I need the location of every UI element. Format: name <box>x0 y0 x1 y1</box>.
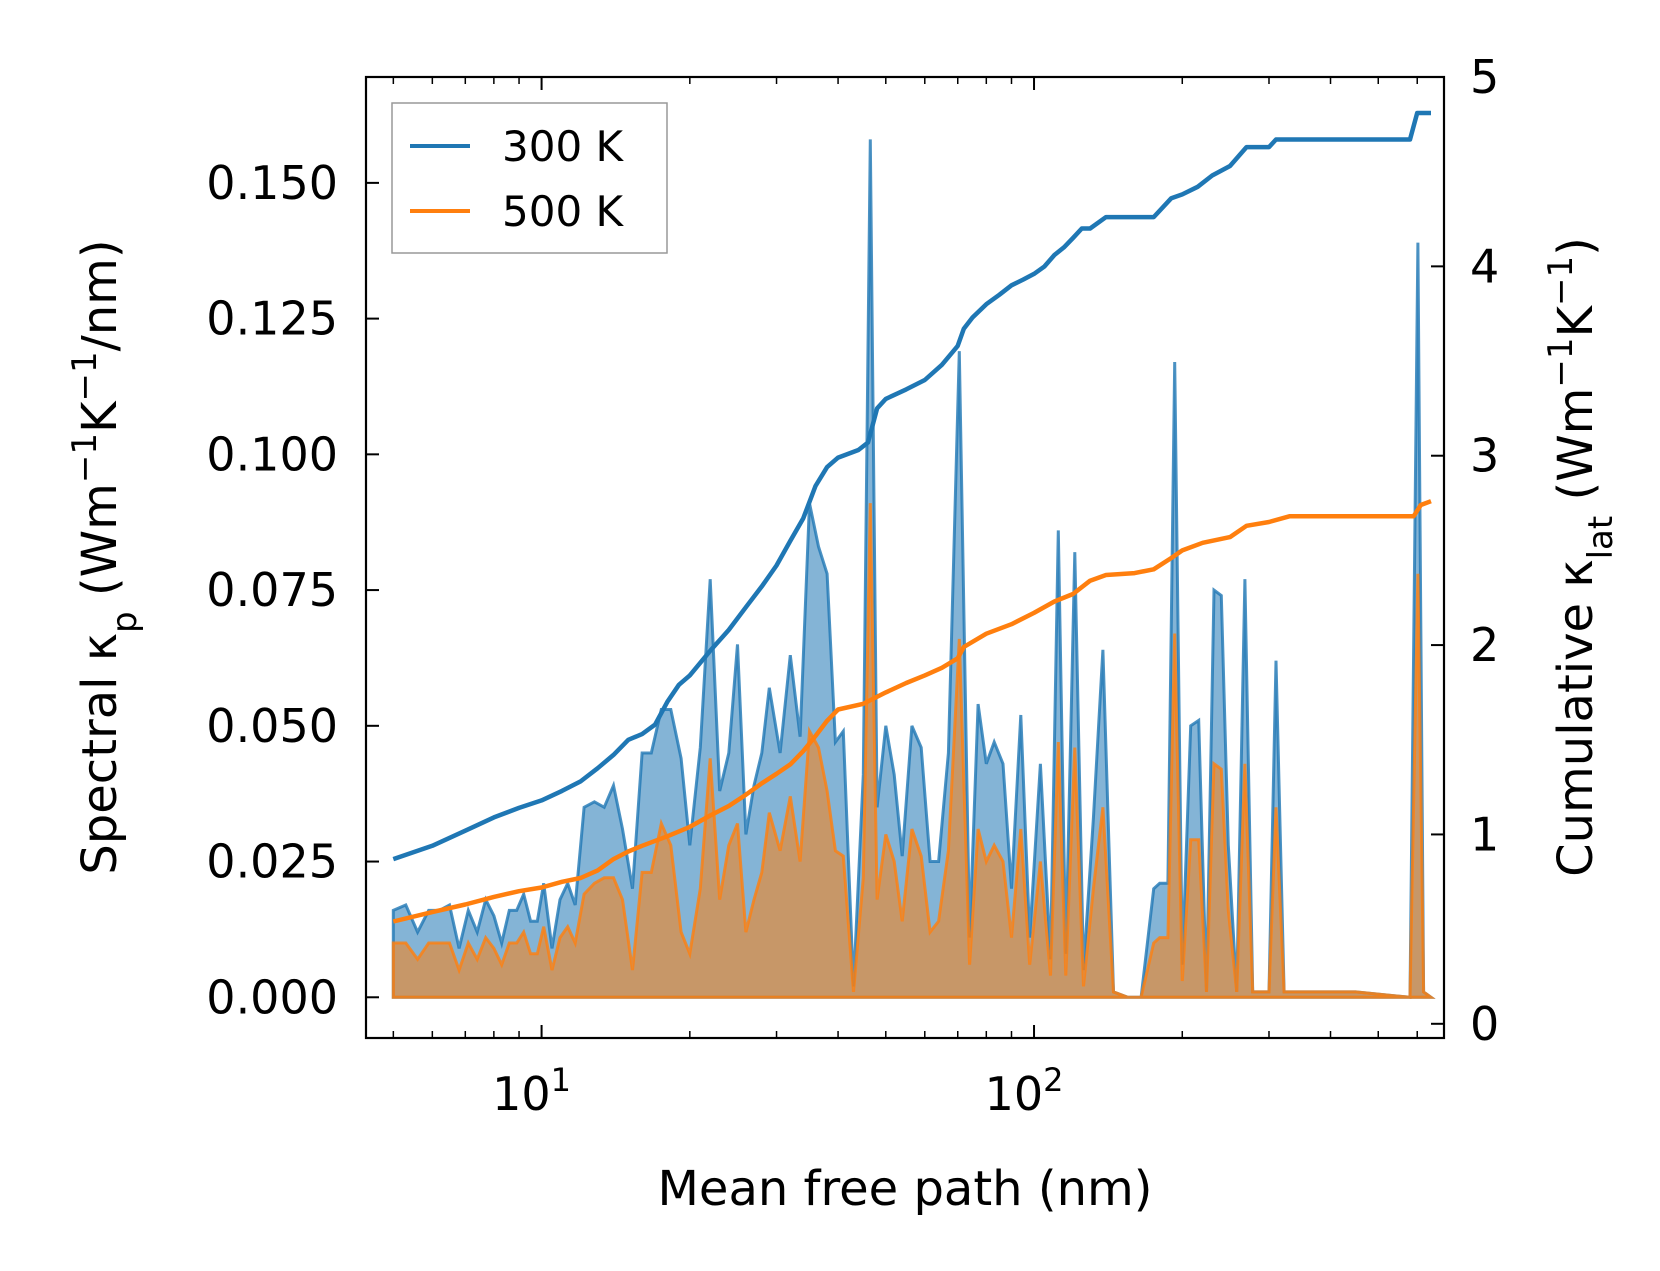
x-axis-label: Mean free path (nm) <box>658 1161 1153 1217</box>
y-axis-label-left: Spectral κp (Wm−1K−1/nm) <box>65 239 145 874</box>
spectral-series <box>391 139 1436 999</box>
plot-frame <box>364 75 1446 1040</box>
legend-label-300k: 300 K <box>502 122 625 171</box>
y-right-tick-label: 2 <box>1470 618 1499 672</box>
y-left-tick-label: 0.025 <box>206 835 338 889</box>
y-left-tick-label: 0.150 <box>206 156 338 210</box>
cumulative-line-500k <box>392 499 1432 924</box>
y-left-tick-label: 0.075 <box>206 563 338 617</box>
y-left-tick-label: 0.100 <box>206 427 338 481</box>
y-axis-label-right: Cumulative κlat (Wm−1K−1) <box>1541 237 1621 877</box>
x-tick-label: 101 <box>492 1061 571 1121</box>
y-right-tick-label: 1 <box>1470 807 1499 861</box>
y-right-tick-label: 0 <box>1470 997 1499 1051</box>
y-left-tick-label: 0.125 <box>206 292 338 346</box>
y-left-tick-label: 0.000 <box>206 970 338 1024</box>
y-right-tick-label: 5 <box>1470 50 1499 104</box>
y-left-tick-label: 0.050 <box>206 699 338 753</box>
spectral-area-500k <box>391 503 1436 999</box>
cumulative-series <box>392 110 1432 924</box>
y-right-tick-label: 4 <box>1470 239 1499 293</box>
legend-box <box>391 102 668 254</box>
x-tick-label: 102 <box>985 1061 1064 1121</box>
legend: 300 K 500 K <box>391 102 668 254</box>
legend-label-500k: 500 K <box>502 187 625 236</box>
axis-ticks: 101 1020.0000.0250.0500.0750.1000.1250.15… <box>206 50 1499 1121</box>
cumulative-line-300k <box>392 110 1431 862</box>
y-right-tick-label: 3 <box>1470 429 1499 483</box>
